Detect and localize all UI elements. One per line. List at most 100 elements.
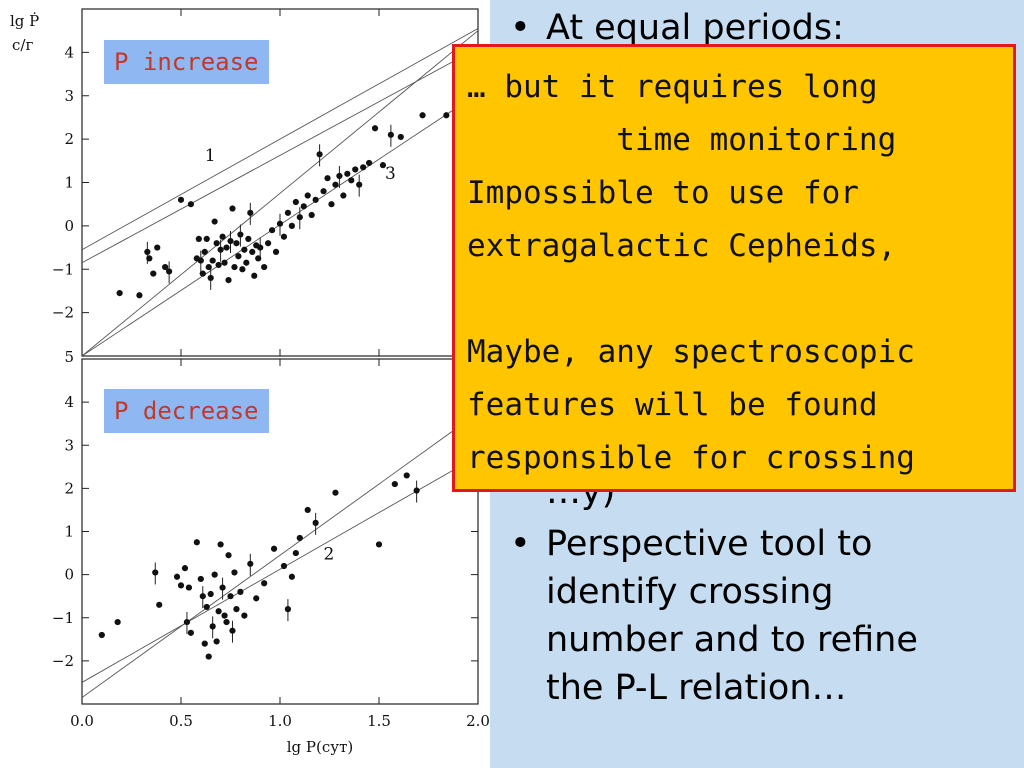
y-tick-label: 1 [64, 523, 74, 541]
callout-line: Maybe, any spectroscopic [467, 334, 915, 370]
data-point [221, 259, 228, 266]
x-tick-label: 1.0 [268, 712, 292, 730]
data-point [187, 629, 194, 636]
chart-panel-1: 4 3 2 1 0 −1 −2 5 1 3 lg Ṗ с/г [10, 8, 479, 366]
data-point [183, 618, 191, 626]
data-point [173, 573, 181, 580]
data-point [332, 181, 339, 188]
plot-area [82, 28, 478, 356]
data-point [229, 205, 236, 212]
data-point [284, 606, 292, 613]
data-point [316, 151, 323, 158]
data-point [233, 606, 240, 613]
data-point [156, 601, 163, 608]
data-point [136, 292, 143, 299]
data-point [296, 214, 303, 221]
bullet-line: identify crossing [546, 572, 834, 612]
data-point [255, 255, 262, 262]
data-point [116, 290, 123, 297]
data-point [217, 541, 224, 548]
data-point [241, 246, 248, 253]
data-point [413, 487, 420, 494]
data-point [154, 244, 161, 251]
data-point [219, 233, 226, 240]
x-axis-label: lg P(сут) [287, 738, 354, 756]
panel-tag-decrease: P decrease [104, 389, 269, 433]
y-tick-label: 2 [64, 479, 74, 497]
data-point [288, 573, 295, 580]
data-point [211, 218, 218, 225]
bullet-line: the P-L relation… [546, 668, 847, 708]
data-point [253, 595, 260, 602]
data-point [320, 188, 327, 195]
curve-label: 2 [324, 545, 335, 565]
data-point [375, 541, 383, 548]
y-tick-label: 0 [64, 566, 74, 584]
y-tick-label: −2 [52, 652, 74, 670]
data-point [328, 201, 335, 208]
data-point [336, 172, 343, 180]
data-point [187, 201, 194, 208]
y-tick-label: −1 [52, 260, 74, 278]
y-tick-label: 1 [64, 174, 74, 192]
data-point [166, 268, 173, 275]
data-point [162, 263, 169, 271]
y-tick-label: 4 [64, 393, 74, 411]
data-point [225, 552, 232, 559]
data-point [352, 166, 359, 173]
data-point [280, 233, 288, 240]
data-point [366, 159, 373, 167]
data-point [227, 593, 234, 600]
data-point [403, 472, 410, 479]
y-tick-label: 2 [64, 130, 74, 148]
data-point [379, 162, 387, 169]
data-point [300, 203, 307, 210]
data-point [419, 112, 426, 119]
data-point [203, 603, 210, 611]
data-point [233, 240, 240, 247]
callout-box: … but it requires long time monitoring I… [452, 44, 1016, 492]
callout-line: … but it requires long [467, 69, 878, 105]
data-point [251, 272, 258, 279]
data-point [340, 192, 347, 199]
plot-area [82, 412, 478, 698]
data-point [360, 164, 367, 171]
callout-line: time monitoring [467, 122, 897, 158]
data-point [209, 257, 216, 264]
data-point [235, 253, 242, 260]
data-point [247, 209, 254, 216]
bullet-line: number and to refine [546, 620, 918, 660]
data-point [231, 569, 238, 576]
data-point [265, 240, 272, 247]
data-point [195, 235, 202, 242]
data-point [144, 248, 151, 255]
data-point [243, 259, 250, 266]
data-point [443, 112, 450, 119]
data-point [215, 608, 222, 615]
data-point [223, 244, 230, 251]
data-point [344, 170, 351, 177]
bullet-dot: • [510, 524, 531, 564]
model-line [82, 455, 478, 683]
curve-label: 3 [385, 164, 396, 184]
data-point [391, 480, 398, 488]
data-point [371, 125, 379, 132]
data-point [150, 270, 157, 277]
data-point [219, 584, 226, 591]
model-line [82, 412, 478, 698]
data-point [397, 133, 404, 141]
data-point [245, 235, 252, 242]
data-point [98, 631, 105, 639]
y-tick-label: −1 [52, 609, 74, 627]
data-point [348, 177, 355, 184]
x-tick-label: 0.5 [169, 712, 193, 730]
data-point [197, 257, 204, 264]
data-point [197, 575, 204, 583]
data-point [257, 244, 264, 251]
model-line [82, 47, 478, 264]
callout-line: features will be found [467, 387, 878, 423]
data-point [231, 263, 238, 271]
data-point [213, 240, 220, 247]
data-point [308, 211, 315, 219]
data-point [199, 270, 206, 277]
